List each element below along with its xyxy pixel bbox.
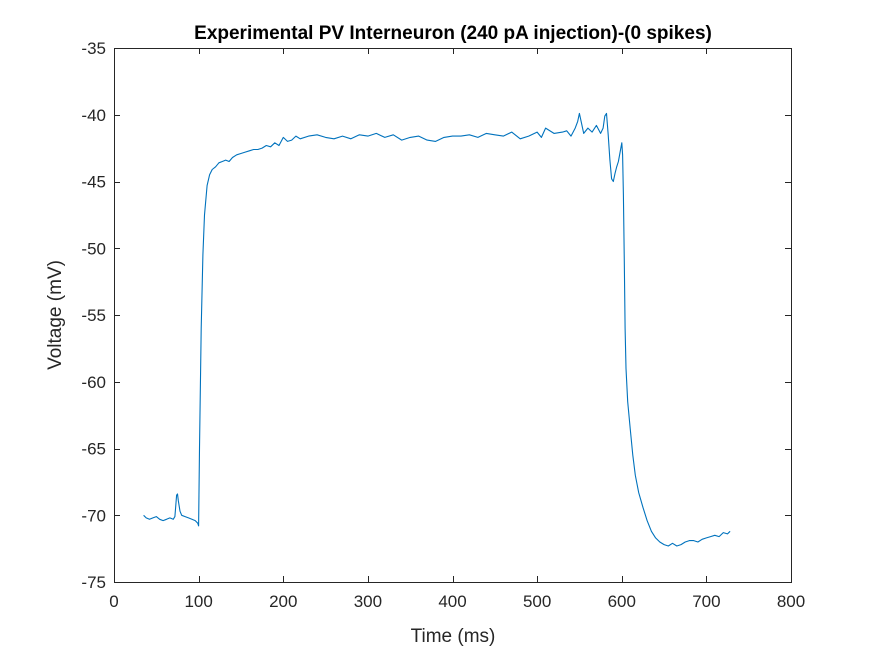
y-tick-label: -60 bbox=[81, 373, 106, 392]
y-tick-label: -75 bbox=[81, 573, 106, 592]
x-tick-label: 200 bbox=[269, 592, 297, 611]
voltage-trace-line bbox=[143, 112, 731, 547]
x-tick-label: 700 bbox=[692, 592, 720, 611]
plot-area-background bbox=[114, 48, 791, 582]
x-tick-label: 0 bbox=[109, 592, 118, 611]
y-axis: -35 -40 -45 -50 -55 -60 -65 -70 -75 bbox=[81, 39, 791, 592]
x-axis: 0 100 200 300 400 500 600 700 800 bbox=[109, 48, 805, 611]
x-tick-label: 100 bbox=[184, 592, 212, 611]
x-tick-label: 800 bbox=[777, 592, 805, 611]
x-tick-label: 300 bbox=[354, 592, 382, 611]
y-tick-label: -70 bbox=[81, 506, 106, 525]
y-tick-label: -55 bbox=[81, 306, 106, 325]
y-tick-label: -40 bbox=[81, 106, 106, 125]
x-axis-label: Time (ms) bbox=[411, 626, 496, 647]
x-tick-label: 600 bbox=[608, 592, 636, 611]
y-tick-label: -35 bbox=[81, 39, 106, 58]
y-tick-label: -65 bbox=[81, 440, 106, 459]
x-tick-label: 500 bbox=[523, 592, 551, 611]
y-tick-label: -45 bbox=[81, 173, 106, 192]
y-tick-label: -50 bbox=[81, 239, 106, 258]
x-tick-label: 400 bbox=[438, 592, 466, 611]
series-layer bbox=[143, 112, 731, 547]
chart-title: Experimental PV Interneuron (240 pA inje… bbox=[194, 23, 712, 44]
y-axis-label: Voltage (mV) bbox=[45, 260, 66, 370]
